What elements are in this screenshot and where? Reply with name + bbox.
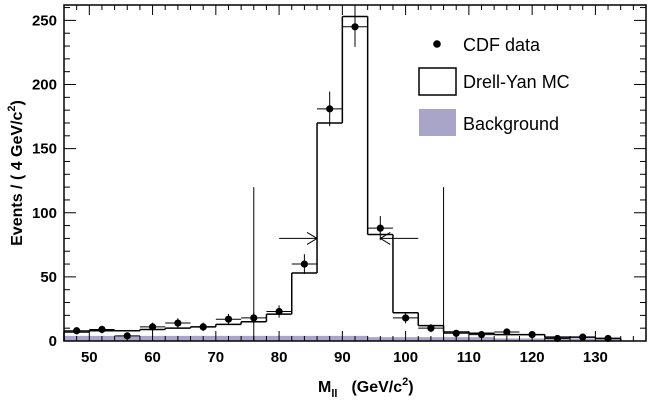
- x-axis-label-unit-close: ): [408, 379, 413, 396]
- x-tick-label: 60: [144, 349, 161, 366]
- y-tick-label: 150: [32, 141, 57, 158]
- y-axis-label: Events / ( 4 GeV/c2): [6, 100, 26, 246]
- data-point: [199, 323, 207, 331]
- plot-frame: [63, 4, 647, 342]
- cut-lines-layer: [253, 187, 445, 341]
- data-point: [73, 327, 81, 335]
- y-tick-label: 250: [32, 12, 57, 29]
- data-point: [427, 324, 435, 332]
- data-point: [452, 329, 460, 337]
- x-axis-label-main: M: [318, 379, 331, 396]
- y-tick-label: 0: [49, 333, 57, 350]
- x-axis-label: Mll (GeV/c2): [318, 376, 414, 400]
- x-axis-label-sub: ll: [331, 388, 337, 400]
- data-point: [98, 325, 106, 334]
- legend: CDF data Drell-Yan MC Background: [418, 35, 570, 136]
- x-tick-label: 110: [457, 349, 481, 366]
- data-point: [174, 319, 182, 327]
- cut-arrow-head: [306, 231, 319, 245]
- legend-background-swatch: [419, 109, 456, 136]
- data-point: [402, 314, 410, 322]
- y-axis-label-main: Events / ( 4 GeV/c: [9, 111, 26, 245]
- legend-drell-yan-mc-label: Drell-Yan MC: [463, 72, 570, 92]
- tick-layer: 50 60 70 80 90 100 110 120 130 0 50 100 150 200 250: [32, 5, 647, 366]
- data-point: [275, 307, 283, 316]
- legend-background-label: Background: [463, 114, 559, 134]
- y-axis-label-sup: 2: [6, 105, 18, 111]
- y-tick-label: 200: [32, 77, 57, 94]
- x-tick-label: 90: [334, 349, 351, 366]
- y-axis-label-close: ): [9, 100, 26, 105]
- data-point: [477, 330, 486, 339]
- legend-drell-yan-mc-swatch: [418, 67, 457, 96]
- x-tick-label: 70: [207, 349, 224, 366]
- x-tick-label: 80: [271, 349, 288, 366]
- drell-yan-mc-layer: [63, 15, 622, 341]
- x-axis-label-unit-sup: 2: [402, 376, 408, 388]
- x-tick-label: 120: [520, 349, 545, 366]
- data-point: [503, 328, 511, 336]
- x-tick-label: 50: [81, 349, 98, 366]
- data-point: [326, 105, 334, 113]
- data-point: [123, 332, 131, 340]
- cut-arrow-head: [379, 231, 391, 245]
- legend-cdf-data-marker: [433, 40, 441, 48]
- y-tick-label: 100: [32, 205, 57, 222]
- data-point: [376, 224, 384, 232]
- legend-cdf-data-label: CDF data: [463, 35, 541, 55]
- data-point: [351, 23, 359, 31]
- x-tick-label: 100: [393, 349, 418, 366]
- data-point: [300, 260, 308, 268]
- data-point: [148, 323, 157, 331]
- x-axis-label-unit: (GeV/c: [351, 379, 402, 396]
- y-tick-label: 50: [40, 269, 57, 286]
- data-point: [224, 315, 233, 323]
- x-tick-label: 130: [583, 349, 608, 366]
